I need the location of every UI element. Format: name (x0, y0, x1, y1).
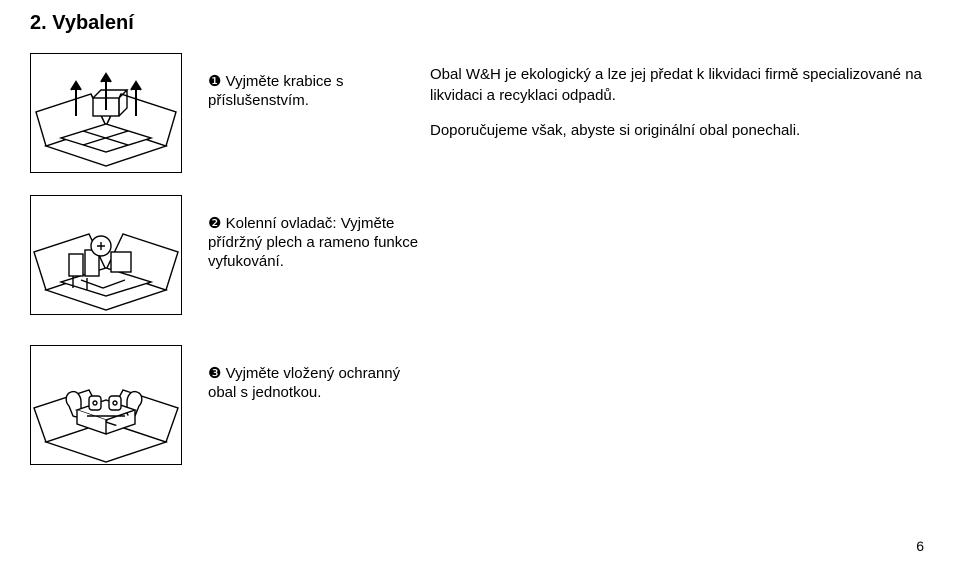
step-3-text: ❸ Vyjměte vložený ochranný obal s jednot… (208, 365, 428, 403)
desc-p2: Doporučujeme však, abyste si originální … (430, 120, 930, 141)
section-title: 2. Vybalení (30, 12, 920, 35)
step-2-text: ❷ Kolenní ovladač: Vyjměte přídržný plec… (208, 215, 428, 271)
step-row-2: ❷ Kolenní ovladač: Vyjměte přídržný plec… (30, 195, 920, 315)
illustration-3 (30, 345, 182, 465)
description-block: Obal W&H je ekologický a lze jej předat … (430, 64, 930, 155)
page-number: 6 (916, 538, 924, 554)
step-2-label: Kolenní ovladač: Vyjměte přídržný plech … (208, 215, 418, 270)
illustration-1 (30, 53, 182, 173)
bullet-1: ❶ (208, 73, 221, 90)
step-1-text: ❶ Vyjměte krabice s příslušenstvím. (208, 73, 428, 111)
step-row-3: ❸ Vyjměte vložený ochranný obal s jednot… (30, 345, 920, 465)
illustration-2 (30, 195, 182, 315)
step-3-label: Vyjměte vložený ochranný obal s jednotko… (208, 365, 400, 401)
step-1-label: Vyjměte krabice s příslušenstvím. (208, 73, 343, 109)
bullet-2: ❷ (208, 215, 221, 232)
desc-p1: Obal W&H je ekologický a lze jej předat … (430, 64, 930, 106)
bullet-3: ❸ (208, 365, 221, 382)
